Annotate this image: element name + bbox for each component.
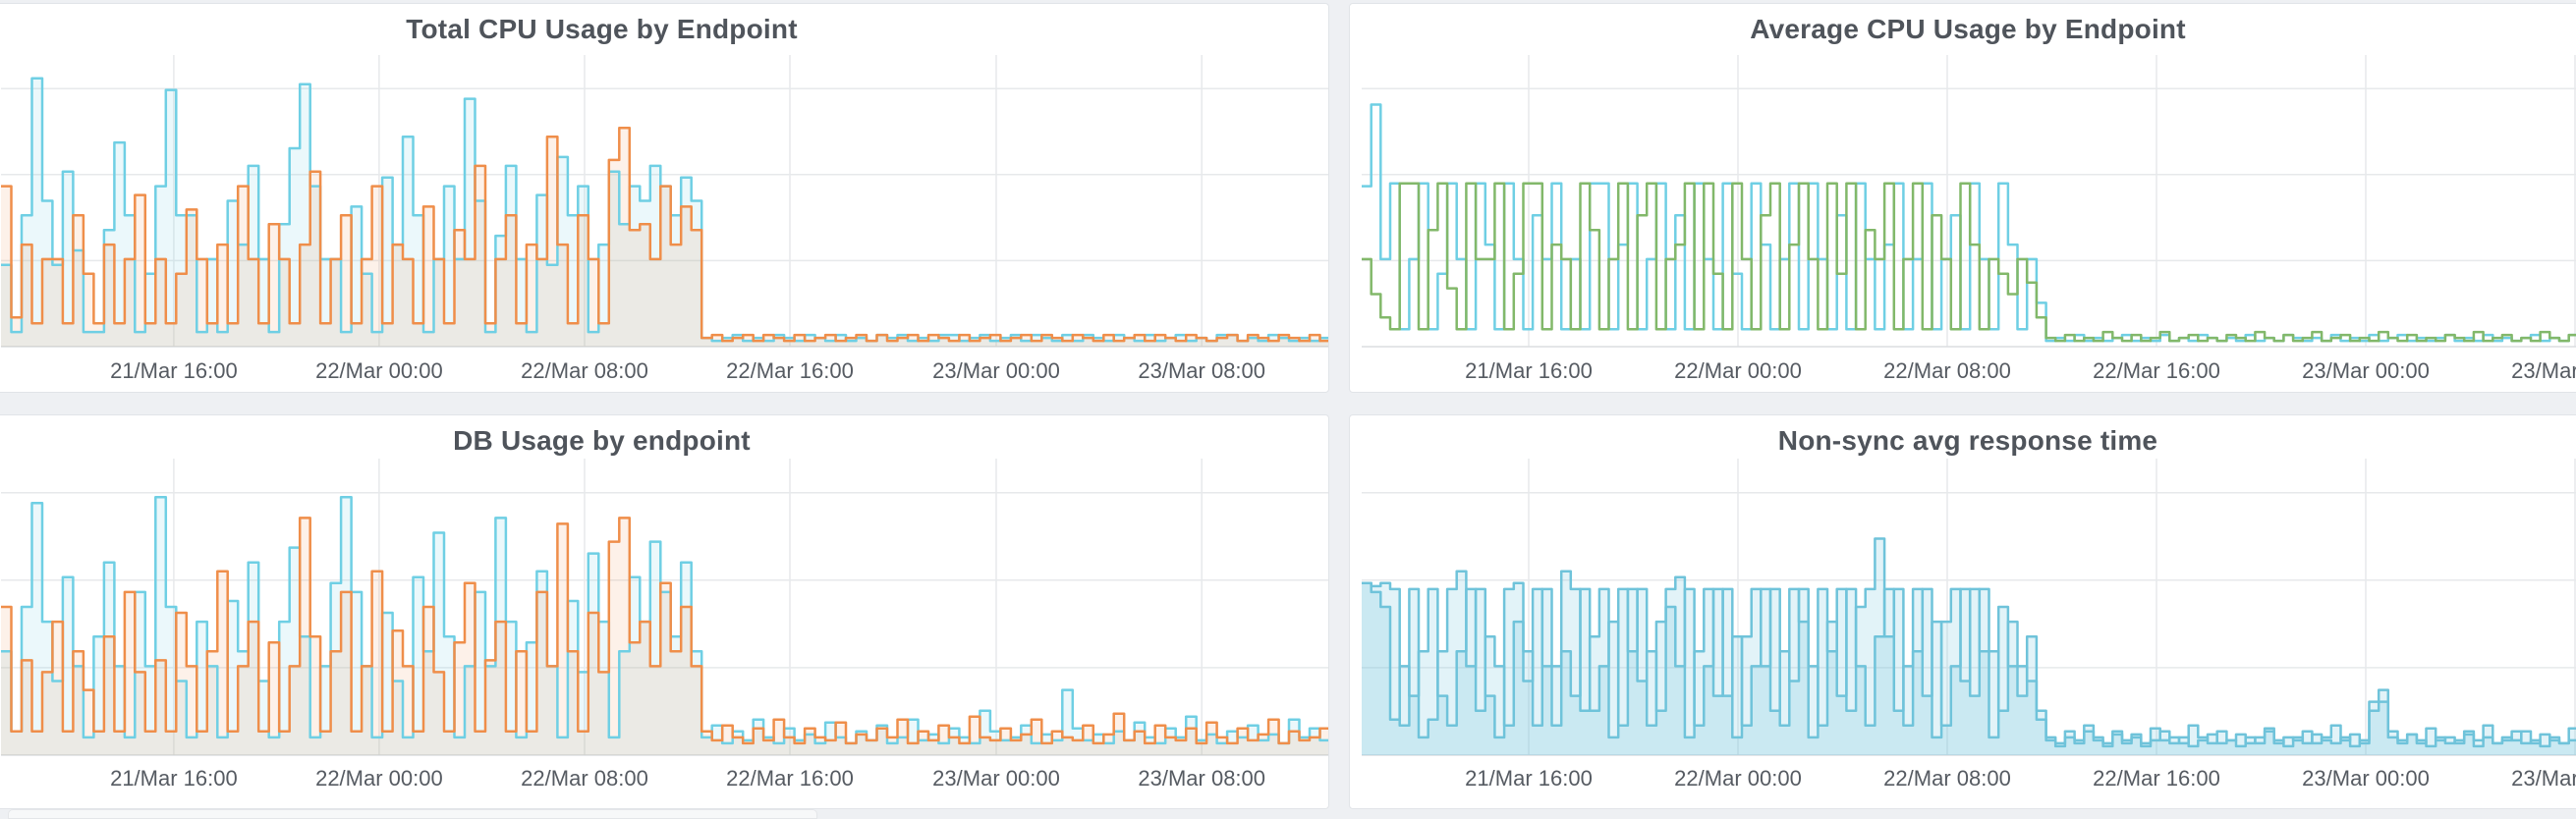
series-line-green-endpoint: [1362, 182, 2576, 343]
x-tick-label: 22/Mar 08:00: [1883, 766, 2011, 791]
gridlines: [1, 459, 1328, 756]
series-fill-orange-endpoint: [1, 128, 1328, 347]
time-series-plot[interactable]: 21/Mar 16:00 22/Mar 00:00 22/Mar 08:00 22/M…: [0, 4, 1328, 392]
series-fill-orange-endpoint: [1, 518, 1328, 755]
panel-db-usage: DB Usage by endpoint 21/Mar 16:00 22/Mar …: [0, 414, 1329, 809]
panel-title[interactable]: Average CPU Usage by Endpoint: [1750, 14, 2186, 44]
gridlines: [1, 55, 1328, 348]
gridlines: [1362, 55, 2576, 348]
x-tick-label: 23/Mar 00:00: [2302, 766, 2430, 791]
x-tick-label: 23/Mar 00:00: [932, 766, 1060, 791]
series-line-orange-endpoint: [1, 517, 1328, 745]
x-axis-labels: 21/Mar 16:00 22/Mar 00:00 22/Mar 08:00 22/M…: [1465, 766, 2576, 791]
time-series-plot[interactable]: 21/Mar 16:00 22/Mar 00:00 22/Mar 08:00 22/M…: [1350, 4, 2576, 392]
x-tick-label: 21/Mar 16:00: [1465, 358, 1593, 383]
x-tick-label: 22/Mar 00:00: [1674, 766, 1802, 791]
x-tick-label: 22/Mar 08:00: [521, 766, 648, 791]
x-tick-label: 22/Mar 08:00: [1883, 358, 2011, 383]
x-tick-label: 22/Mar 08:00: [521, 358, 648, 383]
x-tick-label: 21/Mar 16:00: [1465, 766, 1593, 791]
panel-nonsync-response-time: Non-sync avg response time 21/Mar 16:00 2…: [1349, 414, 2576, 809]
x-tick-label: 22/Mar 00:00: [1674, 358, 1802, 383]
panel-total-cpu-usage: Total CPU Usage by Endpoint 21/Mar 16:00…: [0, 3, 1329, 393]
x-tick-label: 22/Mar 00:00: [315, 358, 443, 383]
x-tick-label: 23/Mar 08:00: [2511, 766, 2576, 791]
x-tick-label: 23/Mar 08:00: [1138, 358, 1265, 383]
x-tick-label: 23/Mar 08:00: [2511, 358, 2576, 383]
x-tick-label: 23/Mar 00:00: [2302, 358, 2430, 383]
x-tick-label: 23/Mar 00:00: [932, 358, 1060, 383]
x-tick-label: 22/Mar 16:00: [2093, 766, 2220, 791]
x-axis-labels: 21/Mar 16:00 22/Mar 00:00 22/Mar 08:00 22/M…: [110, 766, 1265, 791]
series-line-response-time-b: [1362, 581, 2576, 748]
series-fill-blue-endpoint: [1, 497, 1328, 755]
x-tick-label: 22/Mar 16:00: [726, 358, 854, 383]
panel-title[interactable]: Non-sync avg response time: [1777, 425, 2158, 456]
panel-title[interactable]: DB Usage by endpoint: [453, 425, 751, 456]
panel-average-cpu-usage: Average CPU Usage by Endpoint 21/Mar 16:…: [1349, 3, 2576, 393]
x-tick-label: 23/Mar 08:00: [1138, 766, 1265, 791]
x-tick-label: 22/Mar 16:00: [726, 766, 854, 791]
partial-next-panel-top-edge[interactable]: [8, 809, 817, 819]
time-series-plot[interactable]: 21/Mar 16:00 22/Mar 00:00 22/Mar 08:00 22/M…: [1350, 415, 2576, 808]
chart-canvas: 21/Mar 16:00 22/Mar 00:00 22/Mar 08:00 22/M…: [1, 55, 1328, 383]
panel-title[interactable]: Total CPU Usage by Endpoint: [406, 14, 798, 44]
x-tick-label: 22/Mar 16:00: [2093, 358, 2220, 383]
series-fill-blue-endpoint: [1, 78, 1328, 347]
chart-canvas: 21/Mar 16:00 22/Mar 00:00 22/Mar 08:00 22/M…: [1, 459, 1328, 791]
chart-canvas: 21/Mar 16:00 22/Mar 00:00 22/Mar 08:00 22/M…: [1362, 55, 2576, 383]
series-line-orange-endpoint: [1, 127, 1328, 343]
x-tick-label: 21/Mar 16:00: [110, 766, 238, 791]
x-tick-label: 22/Mar 00:00: [315, 766, 443, 791]
chart-canvas: 21/Mar 16:00 22/Mar 00:00 22/Mar 08:00 22/M…: [1362, 459, 2576, 791]
x-axis-labels: 21/Mar 16:00 22/Mar 00:00 22/Mar 08:00 22/M…: [110, 358, 1265, 383]
x-tick-label: 21/Mar 16:00: [110, 358, 238, 383]
series-line-blue-endpoint: [1362, 103, 2576, 343]
x-axis-labels: 21/Mar 16:00 22/Mar 00:00 22/Mar 08:00 22/M…: [1465, 358, 2576, 383]
gridlines: [1362, 459, 2576, 756]
time-series-plot[interactable]: 21/Mar 16:00 22/Mar 00:00 22/Mar 08:00 22/M…: [0, 415, 1328, 808]
